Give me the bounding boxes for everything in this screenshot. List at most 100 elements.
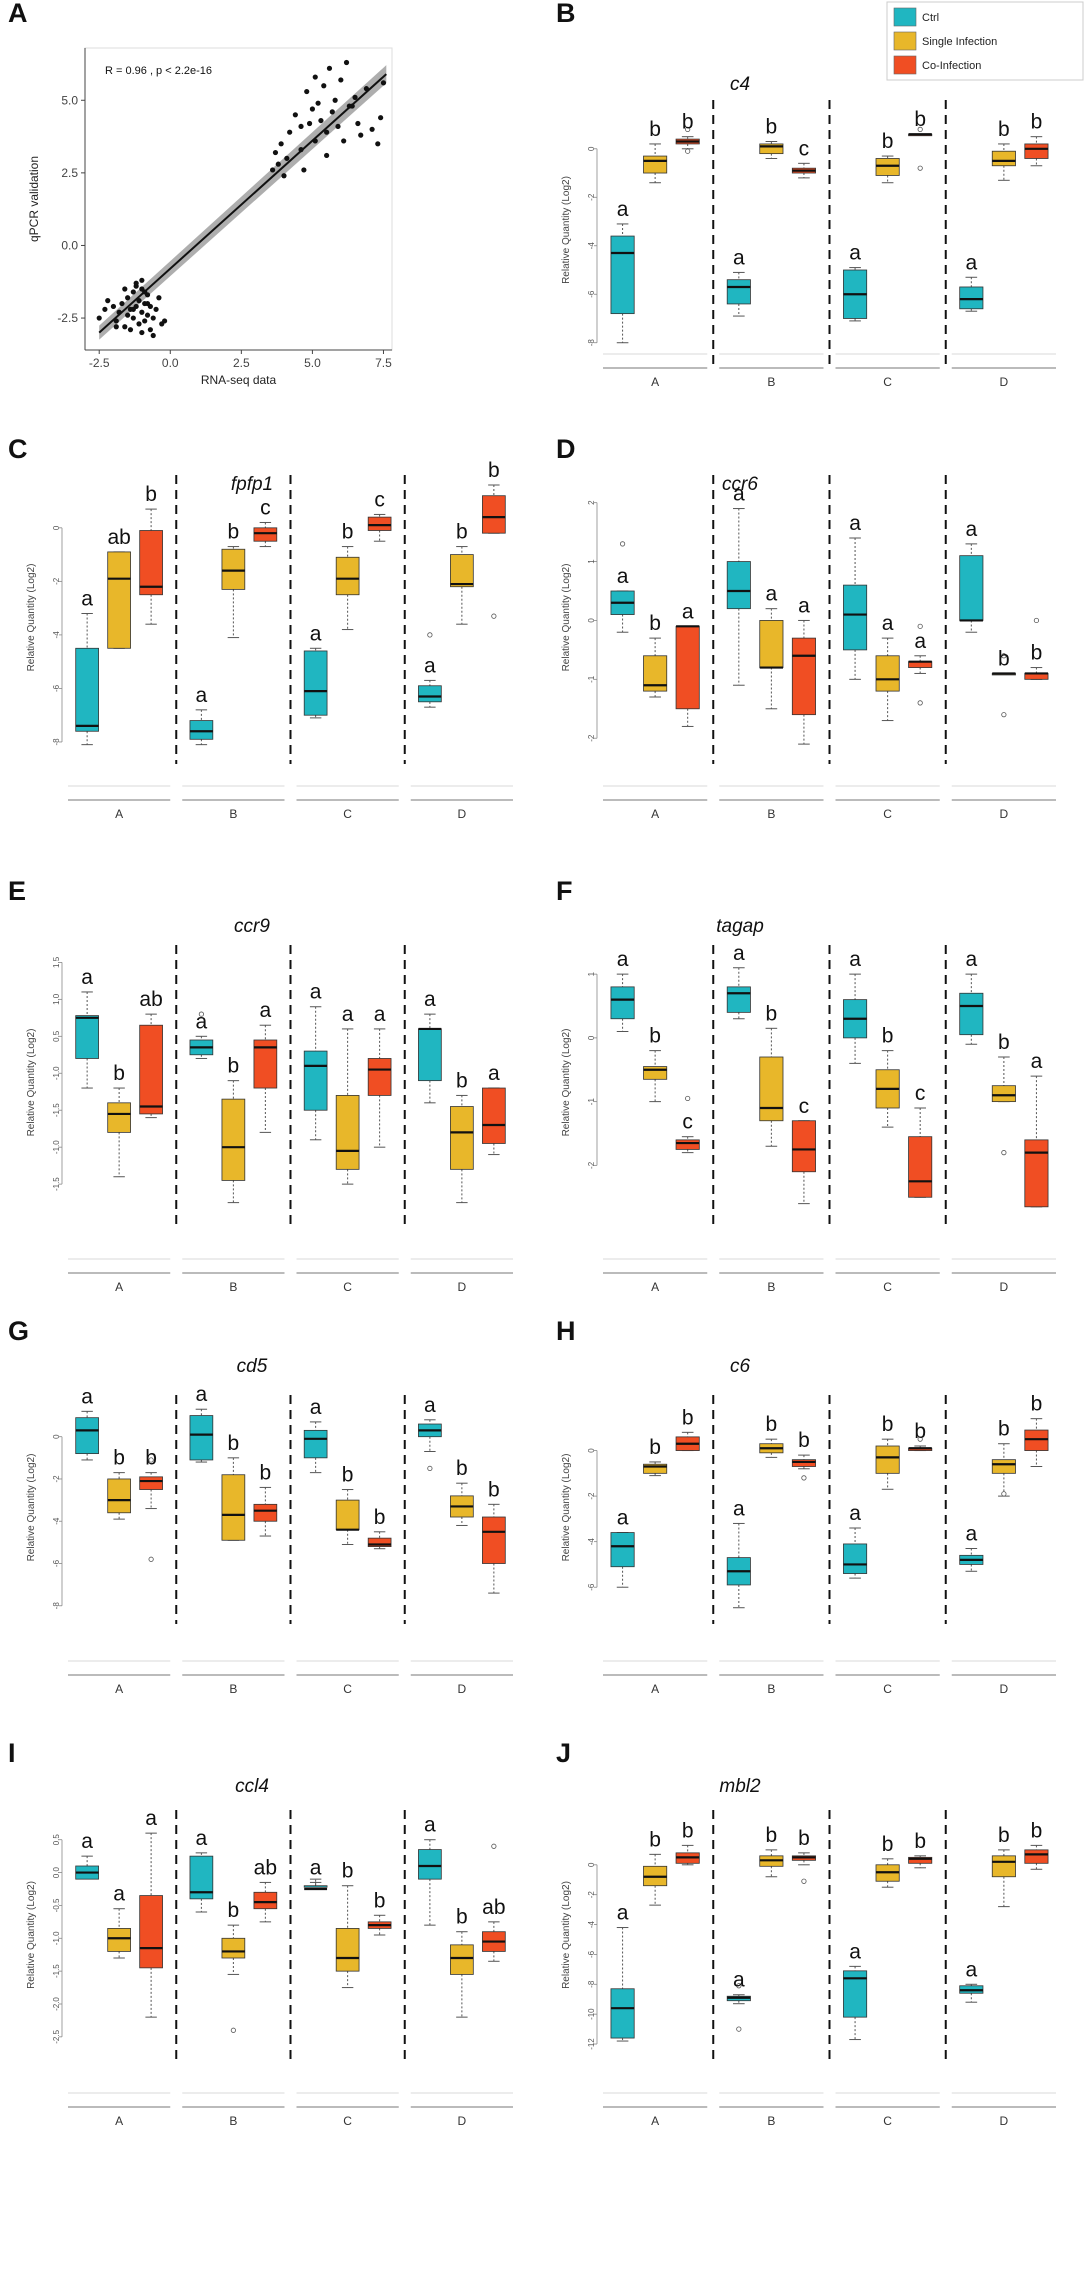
gene-title: mbl2 (719, 1776, 761, 1797)
significance-letter: a (113, 1883, 125, 1906)
significance-letter: b (113, 1447, 125, 1470)
significance-letter: a (81, 1385, 93, 1408)
group-label: A (651, 1280, 659, 1294)
significance-letter: a (766, 583, 778, 606)
data-point (116, 309, 122, 315)
significance-letter: ab (482, 1896, 505, 1919)
box-single-infection (221, 1098, 246, 1181)
data-point (306, 120, 313, 127)
box-ctrl (189, 1415, 214, 1461)
data-point (139, 309, 145, 315)
outlier-point (685, 1095, 691, 1102)
group-label: A (651, 375, 659, 389)
data-point (153, 306, 159, 312)
y-tick-label: -8 (587, 339, 596, 347)
data-point (127, 327, 134, 333)
outlier-point (148, 1457, 154, 1463)
data-point (349, 103, 355, 109)
gene-title: cd5 (237, 1356, 268, 1377)
outlier-point (917, 126, 923, 132)
box-single-infection (107, 551, 131, 649)
y-tick-label: -10 (587, 2008, 596, 2020)
significance-letter: b (766, 116, 778, 139)
box-ctrl (959, 992, 984, 1036)
significance-letter: a (310, 981, 322, 1004)
outlier-point (427, 1465, 433, 1472)
box-single-infection (759, 620, 784, 668)
box-ctrl (418, 685, 442, 703)
gene-title: c4 (730, 74, 750, 95)
y-tick-label: 0 (587, 1035, 596, 1040)
significance-letter: a (424, 988, 436, 1011)
significance-letter: a (849, 1502, 861, 1525)
outlier-point (917, 623, 923, 629)
significance-letter: b (228, 521, 240, 544)
y-tick-label: -2.5 (57, 311, 78, 325)
box-co-infection (482, 1516, 506, 1564)
significance-letter: b (145, 1447, 157, 1470)
outlier-point (619, 541, 626, 547)
data-point (287, 129, 293, 135)
significance-letter: a (849, 1940, 861, 1963)
gene-title: ccl4 (235, 1776, 269, 1797)
group-label: C (883, 1682, 892, 1696)
significance-letter: b (882, 1833, 894, 1856)
group-label: D (458, 807, 467, 821)
box-ctrl (843, 584, 868, 651)
data-point (301, 167, 307, 173)
legend: Ctrl Single Infection Co-Infection (886, 1, 1084, 81)
y-tick-label: -2 (52, 577, 61, 585)
y-tick-label: -2.5 (52, 2029, 61, 2043)
gene-title: ccr6 (722, 474, 758, 495)
significance-letter: b (649, 1025, 661, 1048)
group-label: D (458, 1280, 467, 1294)
significance-letter: b (260, 1461, 272, 1484)
box-co-infection (1024, 1139, 1049, 1208)
data-point (270, 167, 276, 173)
y-tick-label: -6 (587, 290, 596, 298)
data-point (144, 300, 151, 307)
outlier-point (1033, 617, 1040, 624)
significance-letter: b (456, 1906, 468, 1929)
gene-title: ccr9 (234, 916, 270, 937)
significance-letter: a (310, 1396, 322, 1419)
group-label: A (115, 1280, 123, 1294)
box-single-infection (991, 150, 1016, 167)
box-single-infection (991, 1085, 1016, 1103)
y-axis-label: qPCR validation (27, 156, 41, 242)
significance-letter: a (617, 948, 629, 971)
significance-letter: a (914, 630, 926, 653)
box-single-infection (875, 655, 900, 692)
y-tick-label: -4 (52, 631, 61, 639)
y-tick-label: -2 (587, 193, 596, 201)
box-single-infection (221, 1937, 246, 1959)
box-ctrl (303, 650, 328, 716)
significance-letter: a (733, 483, 745, 506)
significance-letter: a (196, 1827, 208, 1850)
significance-letter: a (1031, 1050, 1043, 1073)
y-tick-label: -6 (587, 1950, 596, 1958)
outlier-point (491, 613, 497, 619)
significance-letter: b (882, 1413, 894, 1436)
outlier-point (917, 700, 923, 706)
y-tick-label: -12 (587, 2038, 596, 2050)
significance-letter: b (488, 1478, 500, 1501)
outlier-point (198, 1011, 204, 1017)
y-tick-label: 0 (587, 1862, 596, 1867)
y-tick-label: -8 (52, 1602, 61, 1610)
significance-letter: a (196, 1010, 208, 1033)
data-point (335, 123, 341, 130)
scatter-panel-A: A -2.5 0.0 2.5 5.0 7.5 -2.5 0.0 2.5 5.0 RNA-seq da… (8, 0, 393, 387)
y-axis-label: Relative Quantity (Log2) (561, 1881, 572, 1989)
box-single-infection (643, 1463, 668, 1474)
data-point (130, 306, 136, 312)
data-point (321, 83, 327, 89)
data-point (150, 332, 156, 339)
legend-swatch-single-infection (893, 31, 917, 51)
box-single-infection (450, 1944, 474, 1975)
significance-letter: b (488, 459, 500, 482)
y-tick-label: -8 (587, 1980, 596, 1988)
box-ctrl (418, 1028, 442, 1082)
